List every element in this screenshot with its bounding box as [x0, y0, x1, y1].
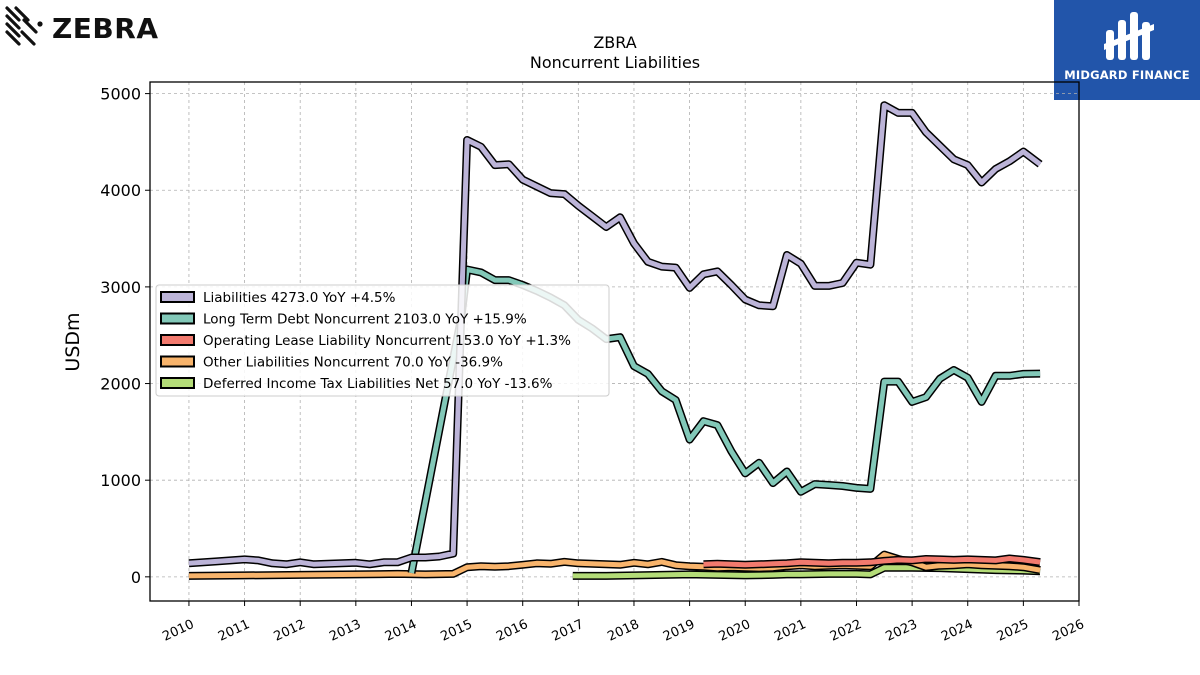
- y-tick-label: 3000: [100, 278, 141, 297]
- x-tick-label: 2023: [883, 617, 919, 645]
- series-line: [188, 552, 1041, 579]
- x-tick-label: 2013: [327, 617, 363, 645]
- legend-swatch: [160, 312, 195, 325]
- y-tick-label: 2000: [100, 375, 141, 394]
- x-tick-label: 2010: [160, 617, 196, 645]
- y-tick-label: 0: [131, 568, 141, 587]
- zebra-head-icon: [5, 6, 43, 46]
- y-tick-label: 5000: [100, 85, 141, 104]
- chart-title: ZBRA: [593, 33, 636, 52]
- y-axis-ticks: 0 1000 2000 3000 4000 5000: [100, 85, 150, 587]
- plot-frame: [149, 81, 1080, 602]
- x-tick-label: 2026: [1050, 617, 1086, 645]
- legend-box: [155, 284, 610, 397]
- midgard-emblem-icon: [1104, 12, 1154, 60]
- legend-entry: Deferred Income Tax Liabilities Net 57.0…: [203, 376, 553, 392]
- zebra-logo: ZEBRA: [4, 4, 158, 52]
- x-tick-label: 2011: [216, 617, 252, 645]
- midgard-logo-text: MIDGARD FINANCE: [1064, 68, 1190, 82]
- y-tick-label: 1000: [100, 471, 141, 490]
- y-tick-label: 4000: [100, 181, 141, 200]
- x-tick-label: 2016: [494, 617, 530, 645]
- x-tick-label: 2012: [272, 617, 308, 645]
- legend-swatch: [160, 355, 195, 368]
- x-tick-label: 2018: [605, 617, 641, 645]
- x-tick-label: 2025: [995, 617, 1031, 645]
- x-axis-ticks: 2010 2011 2012 2013 2014 2015 2016 2017 2018 2019…: [160, 601, 1087, 645]
- x-tick-label: 2017: [550, 617, 586, 645]
- legend: Liabilities 4273.0 YoY +4.5% Long Term De…: [155, 284, 610, 397]
- x-tick-label: 2021: [772, 617, 808, 645]
- legend-swatch: [160, 334, 195, 346]
- series-line: [703, 556, 1041, 568]
- legend-entry: Operating Lease Liability Noncurrent 153…: [203, 333, 571, 349]
- legend-entry: Liabilities 4273.0 YoY +4.5%: [203, 290, 396, 306]
- x-tick-label: 2019: [661, 617, 697, 645]
- legend-swatch: [160, 377, 195, 389]
- x-tick-label: 2015: [438, 617, 474, 645]
- legend-entry: Other Liabilities Noncurrent 70.0 YoY -3…: [203, 355, 503, 371]
- legend-swatch: [160, 291, 195, 303]
- zebra-logo-text: ZEBRA: [52, 12, 159, 45]
- x-tick-label: 2022: [828, 617, 864, 645]
- x-tick-label: 2014: [383, 617, 419, 645]
- x-tick-label: 2020: [717, 617, 753, 645]
- midgard-finance-logo: MIDGARD FINANCE: [1054, 0, 1200, 100]
- legend-entry: Long Term Debt Noncurrent 2103.0 YoY +15…: [203, 312, 527, 328]
- y-axis-label: USDm: [62, 312, 84, 371]
- chart-subtitle: Noncurrent Liabilities: [530, 53, 700, 72]
- x-tick-label: 2024: [939, 617, 975, 645]
- series-line: [188, 102, 1042, 567]
- series-line: [572, 565, 1041, 579]
